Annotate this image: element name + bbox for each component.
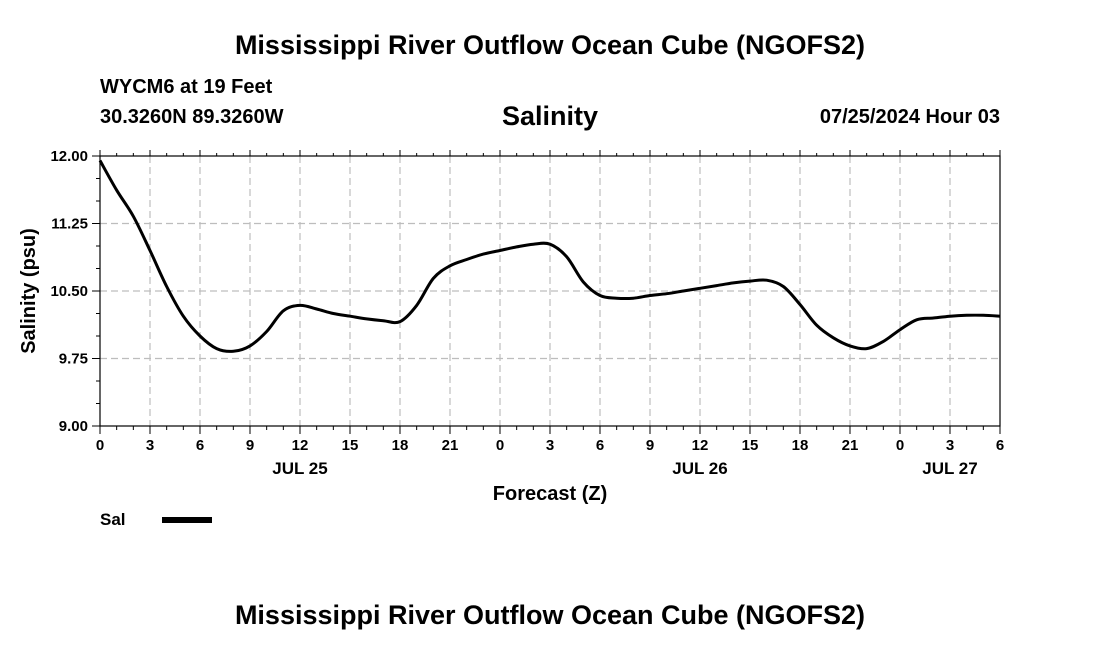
- station-coords: 30.3260N 89.3260W: [100, 106, 284, 128]
- x-tick-label: 21: [842, 437, 859, 454]
- y-axis-label: Salinity (psu): [18, 228, 40, 354]
- station-depth: WYCM6 at 19 Feet: [100, 76, 273, 98]
- x-axis-label: Forecast (Z): [493, 483, 607, 505]
- x-tick-label: 0: [496, 437, 504, 454]
- y-tick-label: 9.00: [59, 418, 88, 435]
- legend-label: Sal: [100, 510, 126, 529]
- x-tick-label: 12: [292, 437, 309, 454]
- chart-title: Salinity: [502, 101, 598, 131]
- x-axis-day-labels: JUL 25 JUL 26 JUL 27: [272, 459, 977, 478]
- gridlines: [100, 156, 1000, 426]
- x-tick-label: 6: [596, 437, 604, 454]
- footer-title: Mississippi River Outflow Ocean Cube (NG…: [234, 600, 866, 630]
- salinity-chart: Salinity 12.00 11.25 10.50 9.75 9.00 0 3 6 9 12 1…: [18, 101, 1004, 505]
- plot-frame: [99, 155, 1001, 427]
- x-tick-label: 0: [96, 437, 104, 454]
- x-day-label: JUL 25: [272, 459, 327, 478]
- x-tick-label: 6: [196, 437, 204, 454]
- x-tick-label: 18: [392, 437, 409, 454]
- x-tick-label: 3: [946, 437, 954, 454]
- x-tick-label: 15: [342, 437, 359, 454]
- x-tick-label: 9: [246, 437, 254, 454]
- x-tick-label: 9: [646, 437, 654, 454]
- page-title: Mississippi River Outflow Ocean Cube (NG…: [234, 30, 866, 60]
- series-group: [98, 159, 1001, 353]
- y-axis-ticks: 12.00 11.25 10.50 9.75 9.00: [50, 148, 100, 435]
- x-tick-label: 12: [692, 437, 709, 454]
- x-day-label: JUL 26: [672, 459, 727, 478]
- x-tick-label: 3: [146, 437, 154, 454]
- x-tick-label: 0: [896, 437, 904, 454]
- y-tick-label: 10.50: [50, 283, 88, 300]
- y-tick-label: 12.00: [50, 148, 88, 165]
- y-tick-label: 9.75: [59, 351, 88, 368]
- salinity-series-line: [98, 159, 1001, 353]
- x-day-label: JUL 27: [922, 459, 977, 478]
- legend-line-swatch: [162, 517, 212, 523]
- x-tick-label: 6: [996, 437, 1004, 454]
- forecast-date: 07/25/2024 Hour 03: [819, 106, 1000, 128]
- x-tick-label: 15: [742, 437, 759, 454]
- x-tick-label: 18: [792, 437, 809, 454]
- x-tick-label: 21: [442, 437, 459, 454]
- y-tick-label: 11.25: [51, 216, 88, 233]
- x-tick-label: 3: [546, 437, 554, 454]
